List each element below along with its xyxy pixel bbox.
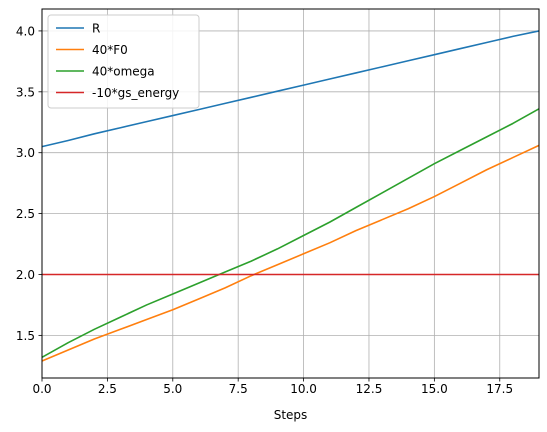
x-tick-label: 17.5: [486, 382, 513, 396]
x-tick-label: 7.5: [229, 382, 248, 396]
legend-label: R: [92, 22, 100, 36]
x-tick-label: 0.0: [32, 382, 51, 396]
y-tick-label: 3.5: [16, 85, 35, 99]
axis-ticks: 0.0 2.5 5.0 7.5 10.0 12.5 15.0 17.5 1.5 2.0 2.5 3.0…: [16, 24, 513, 396]
y-tick-label: 3.0: [16, 146, 35, 160]
legend-label: -10*gs_energy: [92, 86, 179, 100]
plot-area-frame: [41, 8, 540, 379]
series-line: [41, 30, 540, 148]
legend-box: [47, 14, 200, 109]
legend: R 40*F0 40*omega -10*gs_energy: [47, 14, 200, 109]
series-lines: [41, 30, 540, 362]
y-tick-label: 2.0: [16, 268, 35, 282]
y-tick-label: 2.5: [16, 207, 35, 221]
y-tick-label: 1.5: [16, 329, 35, 343]
series-line: [41, 108, 540, 358]
series-line: [41, 144, 540, 362]
x-tick-label: 15.0: [421, 382, 448, 396]
legend-label: 40*omega: [92, 65, 155, 79]
x-tick-label: 10.0: [290, 382, 317, 396]
x-tick-label: 12.5: [356, 382, 383, 396]
x-axis-label: Steps: [274, 408, 308, 422]
y-tick-label: 4.0: [16, 24, 35, 38]
x-tick-label: 5.0: [163, 382, 182, 396]
legend-label: 40*F0: [92, 43, 128, 57]
x-tick-label: 2.5: [98, 382, 117, 396]
